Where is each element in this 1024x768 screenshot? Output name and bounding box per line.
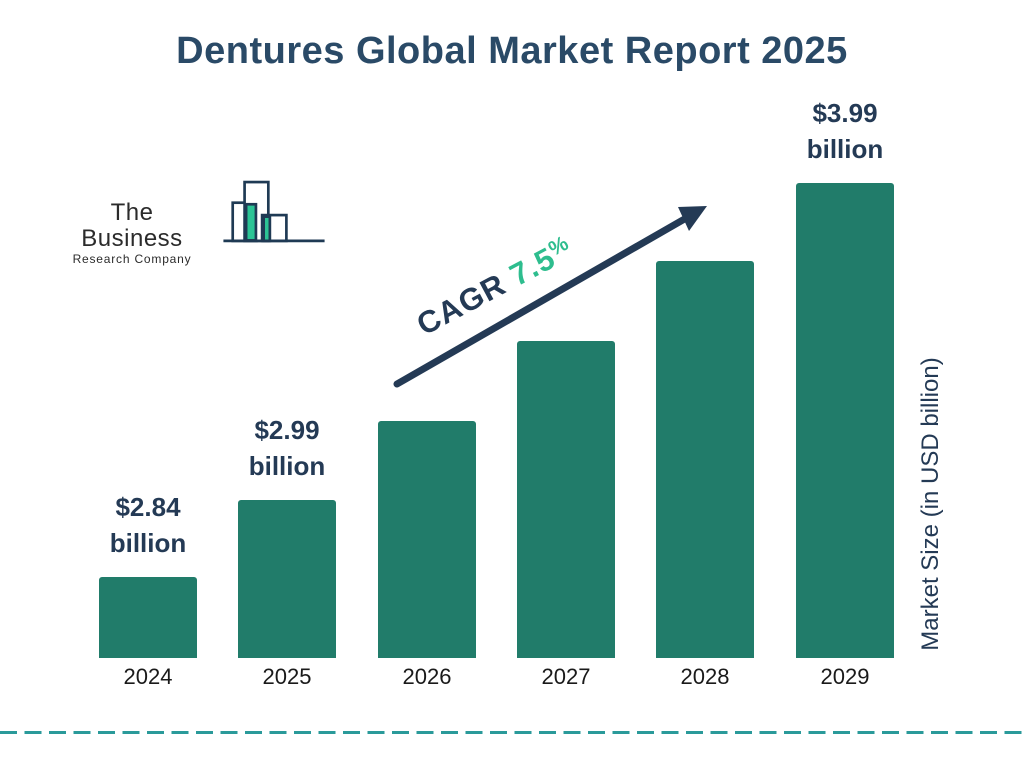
bar-2024 (99, 577, 197, 658)
value-label-2025: $2.99 billion (249, 412, 326, 484)
bar-2026 (378, 421, 476, 658)
x-tick-label-2029: 2029 (820, 664, 870, 689)
y-axis-label: Market Size (in USD billion) (917, 357, 944, 651)
logo-text: The Business Research Company (68, 199, 196, 267)
bar-2027 (517, 341, 615, 658)
logo-text-line1: The Business (81, 199, 183, 252)
x-tick-label-2026: 2026 (402, 664, 452, 689)
cagr-annotation: CAGR7.5% (411, 231, 579, 343)
value-label-2024: $2.84 billion (110, 489, 187, 561)
bar-2029 (796, 183, 894, 658)
value-amount: $3.99 (812, 98, 878, 128)
value-unit: billion (248, 451, 326, 481)
bottom-dashed-divider (0, 731, 1024, 734)
page-title: Dentures Global Market Report 2025 (176, 30, 848, 72)
x-tick-label-2025: 2025 (262, 664, 312, 689)
value-unit: billion (806, 134, 884, 164)
x-tick-label-2028: 2028 (680, 664, 730, 689)
x-tick-label-2024: 2024 (123, 664, 173, 689)
cagr-value: 7.5% (503, 231, 574, 293)
value-label-2029: $3.99 billion (807, 95, 884, 167)
value-amount: $2.84 (115, 492, 181, 522)
company-logo: The Business Research Company (68, 180, 325, 266)
logo-bars-icon (223, 180, 325, 243)
value-amount: $2.99 (254, 415, 320, 445)
cagr-label: CAGR (410, 266, 512, 343)
bar-2028 (656, 261, 754, 658)
bar-2025 (238, 500, 336, 658)
x-tick-label-2027: 2027 (541, 664, 591, 689)
value-unit: billion (109, 528, 187, 558)
logo-text-line2: Research Company (72, 252, 192, 266)
